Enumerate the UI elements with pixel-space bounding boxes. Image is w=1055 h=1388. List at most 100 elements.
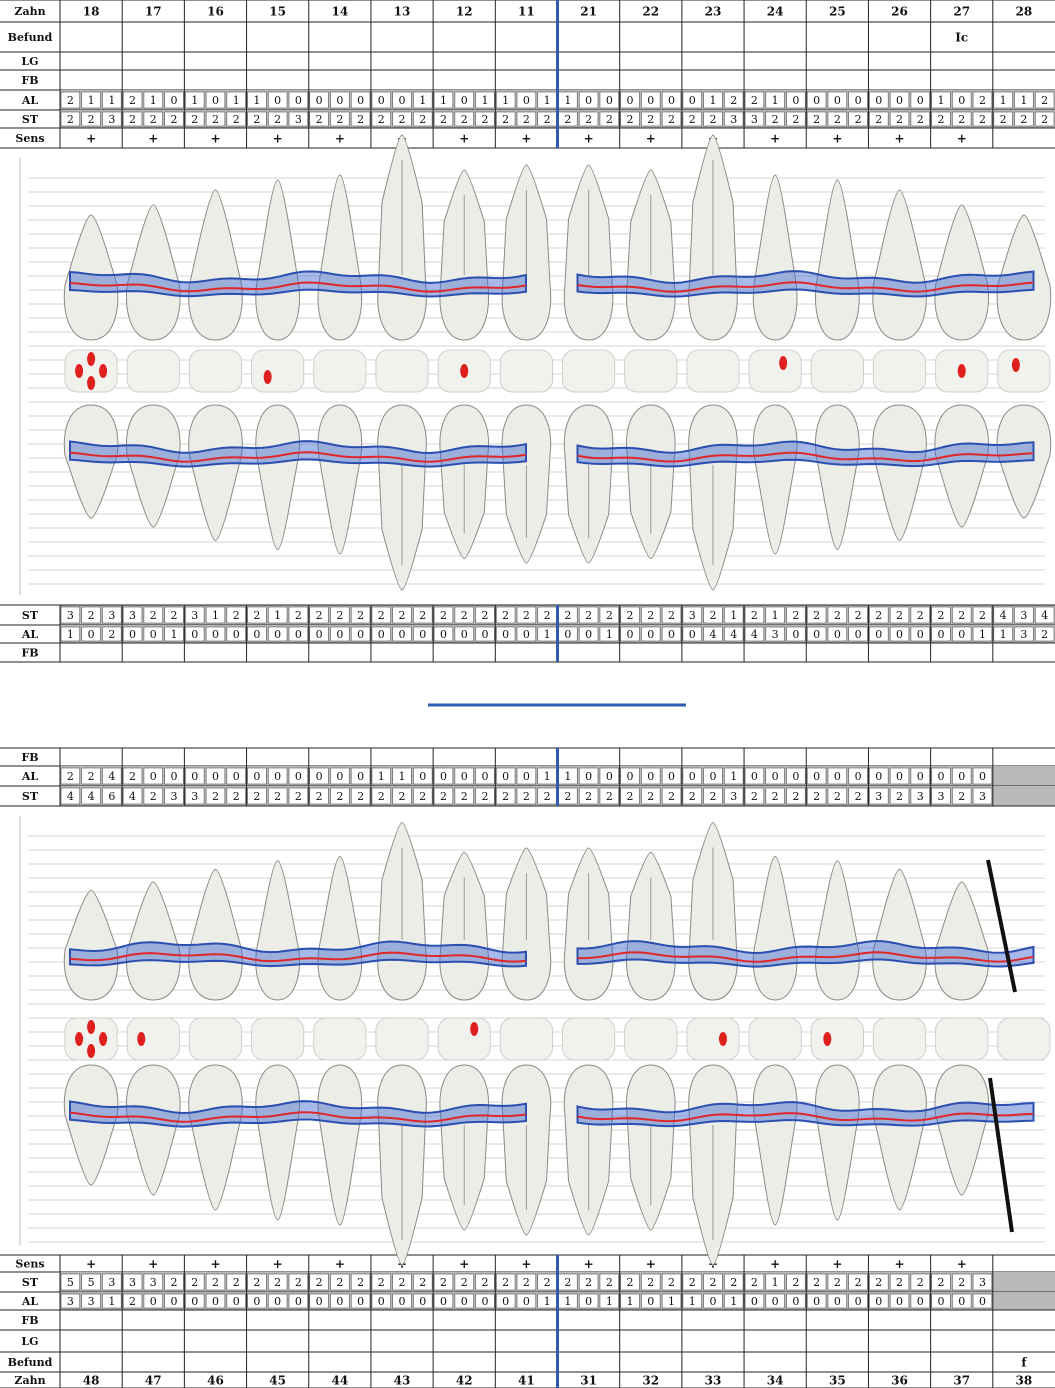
site-cell (267, 111, 288, 127)
site-cell (682, 111, 702, 127)
tooth (188, 868, 243, 1001)
site-cell (744, 767, 765, 785)
site-value: 0 (917, 94, 924, 107)
site-value: 0 (627, 770, 634, 783)
site-cell (164, 606, 184, 624)
cell-value: + (210, 132, 220, 146)
site-cell (516, 111, 537, 127)
cell-value: + (957, 132, 967, 146)
site-cell (889, 1273, 910, 1291)
site-value: 2 (357, 1276, 364, 1289)
row-label: ST (22, 790, 39, 803)
row-label: Zahn (14, 1374, 45, 1387)
cell-value: 31 (580, 1374, 597, 1388)
tooth (934, 1064, 989, 1196)
site-cell (185, 626, 205, 642)
site-value: 2 (67, 770, 74, 783)
site-cell (413, 606, 433, 624)
site-value: 2 (1041, 628, 1048, 641)
site-value: 2 (627, 790, 634, 803)
site-cell (1014, 111, 1034, 127)
site-value: 2 (523, 113, 530, 126)
site-cell (413, 787, 433, 805)
site-cell (81, 111, 101, 127)
site-cell (392, 1293, 412, 1309)
cell-value: f (1021, 1356, 1027, 1370)
site-cell (765, 111, 785, 127)
site-value: 0 (233, 1295, 240, 1308)
site-value: 0 (481, 1295, 488, 1308)
site-value: 2 (751, 1276, 758, 1289)
site-cell (806, 787, 827, 805)
site-value: 2 (357, 790, 364, 803)
site-value: 0 (481, 628, 488, 641)
cell-value: 48 (83, 1374, 100, 1388)
site-value: 2 (709, 790, 716, 803)
site-cell (1014, 91, 1034, 109)
tooth (872, 404, 927, 542)
site-value: 1 (564, 1295, 571, 1308)
site-cell (454, 767, 474, 785)
site-cell (247, 606, 267, 624)
site-value: 0 (896, 94, 903, 107)
site-cell (226, 787, 246, 805)
site-cell (1034, 626, 1055, 642)
occlusal-view (375, 349, 429, 393)
site-cell (744, 1273, 765, 1291)
site-value: 0 (813, 1295, 820, 1308)
gingiva-line (577, 951, 1034, 963)
tooth (126, 1064, 181, 1196)
site-cell (1034, 606, 1055, 624)
site-cell (516, 1273, 537, 1291)
site-cell (247, 626, 267, 642)
site-cell (765, 606, 785, 624)
site-cell (371, 787, 391, 805)
site-value: 2 (399, 113, 406, 126)
site-cell (641, 767, 661, 785)
site-cell (641, 626, 661, 642)
site-value: 0 (937, 628, 944, 641)
site-value: 0 (274, 628, 281, 641)
site-value: 0 (979, 770, 986, 783)
site-value: 3 (1020, 609, 1027, 622)
site-value: 0 (357, 628, 364, 641)
site-value: 0 (668, 770, 675, 783)
cell-value: Ic (955, 31, 968, 45)
site-cell (454, 787, 474, 805)
site-cell (164, 1293, 184, 1309)
site-cell (578, 1293, 599, 1309)
finding-dot (75, 364, 84, 378)
site-cell (786, 111, 806, 127)
site-value: 1 (606, 628, 613, 641)
occlusal-view (561, 349, 616, 393)
site-value: 1 (772, 609, 779, 622)
site-cell (267, 767, 288, 785)
site-value: 2 (440, 1276, 447, 1289)
site-cell (703, 767, 723, 785)
site-value: 2 (502, 1276, 509, 1289)
site-value: 2 (917, 113, 924, 126)
site-cell (765, 91, 785, 109)
site-value: 3 (875, 790, 882, 803)
site-cell (267, 787, 288, 805)
site-cell (578, 111, 599, 127)
site-cell (164, 1273, 184, 1291)
site-value: 2 (461, 1276, 468, 1289)
site-cell (433, 767, 454, 785)
site-value: 0 (689, 94, 696, 107)
site-cell (143, 606, 163, 624)
cell-value: 44 (331, 1374, 348, 1388)
site-cell (993, 606, 1013, 624)
site-cell (102, 111, 122, 127)
site-cell (205, 111, 226, 127)
site-value: 2 (772, 113, 779, 126)
row-label: AL (21, 770, 39, 783)
site-cell (599, 626, 619, 642)
site-cell (1034, 91, 1055, 109)
site-value: 2 (896, 609, 903, 622)
site-cell (350, 767, 371, 785)
cell-value: 34 (767, 1374, 784, 1388)
site-value: 0 (647, 770, 654, 783)
site-value: 2 (399, 609, 406, 622)
site-value: 2 (295, 1276, 302, 1289)
